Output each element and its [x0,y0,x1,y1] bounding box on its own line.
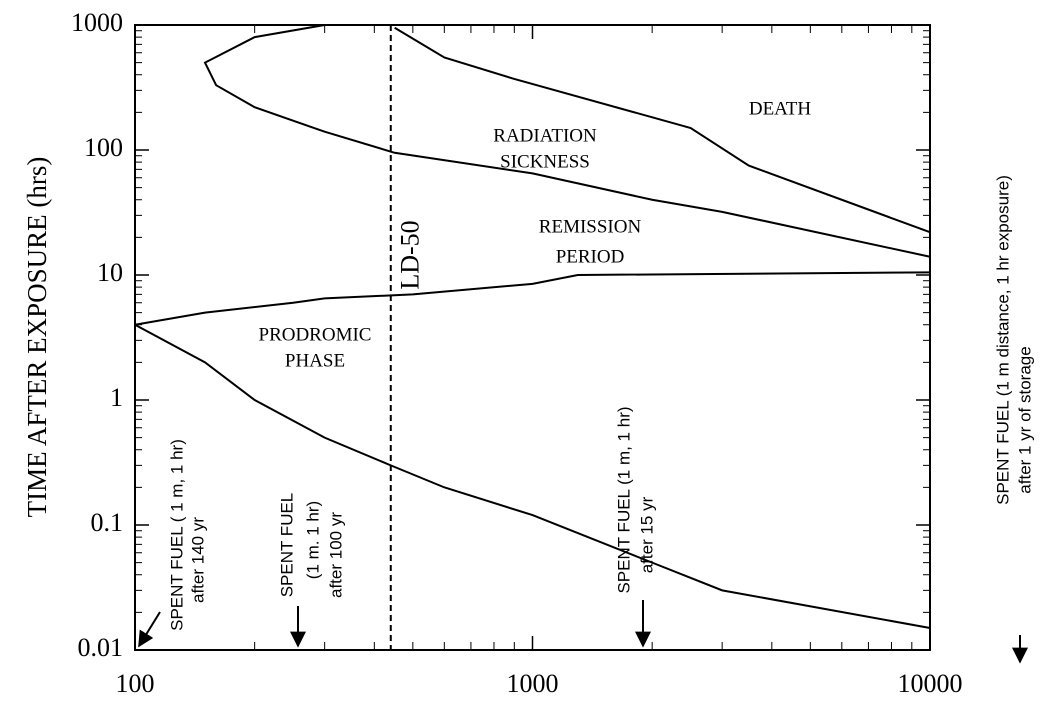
annotation: SPENT FUEL (1 m, 1 hr) [614,406,633,593]
ld50-label: LD-50 [396,220,425,289]
annotation: SPENT FUEL ( 1 m, 1 hr) [167,439,186,631]
annotation: SPENT FUEL (1 m distance, 1 hr exposure) [993,175,1012,505]
annotation: after 1 yr of storage [1015,346,1034,493]
y-tick-label: 0.1 [91,508,124,537]
x-tick-label: 1000 [507,669,559,698]
y-tick-label: 100 [84,133,123,162]
boundary-line [394,26,931,234]
annotation: PRODROMIC [259,324,372,345]
y-axis-label: TIME AFTER EXPOSURE (hrs) [22,157,52,518]
boundary-line [134,323,931,629]
annotation: DEATH [749,98,812,119]
y-tick-label: 1000 [71,8,123,37]
y-tick-label: 1 [110,383,123,412]
x-tick-label: 10000 [898,669,963,698]
annotation: after 140 yr [188,517,207,603]
annotation: after 100 yr [326,512,345,598]
annotation: REMISSION [539,216,642,237]
y-tick-label: 0.01 [78,633,124,662]
boundary-line [134,271,931,326]
annotation: SICKNESS [500,151,590,172]
x-tick-label: 100 [116,669,155,698]
annotation: SPENT FUEL [277,493,296,598]
boundary-line [203,24,931,258]
annotation: after 15 yr [637,496,656,573]
annotation: (1 m. 1 hr) [303,501,322,579]
annotation: RADIATION [493,125,597,146]
arrow [138,611,161,648]
annotation: PHASE [285,350,345,371]
y-tick-label: 10 [97,258,123,287]
annotation: PERIOD [556,246,625,267]
